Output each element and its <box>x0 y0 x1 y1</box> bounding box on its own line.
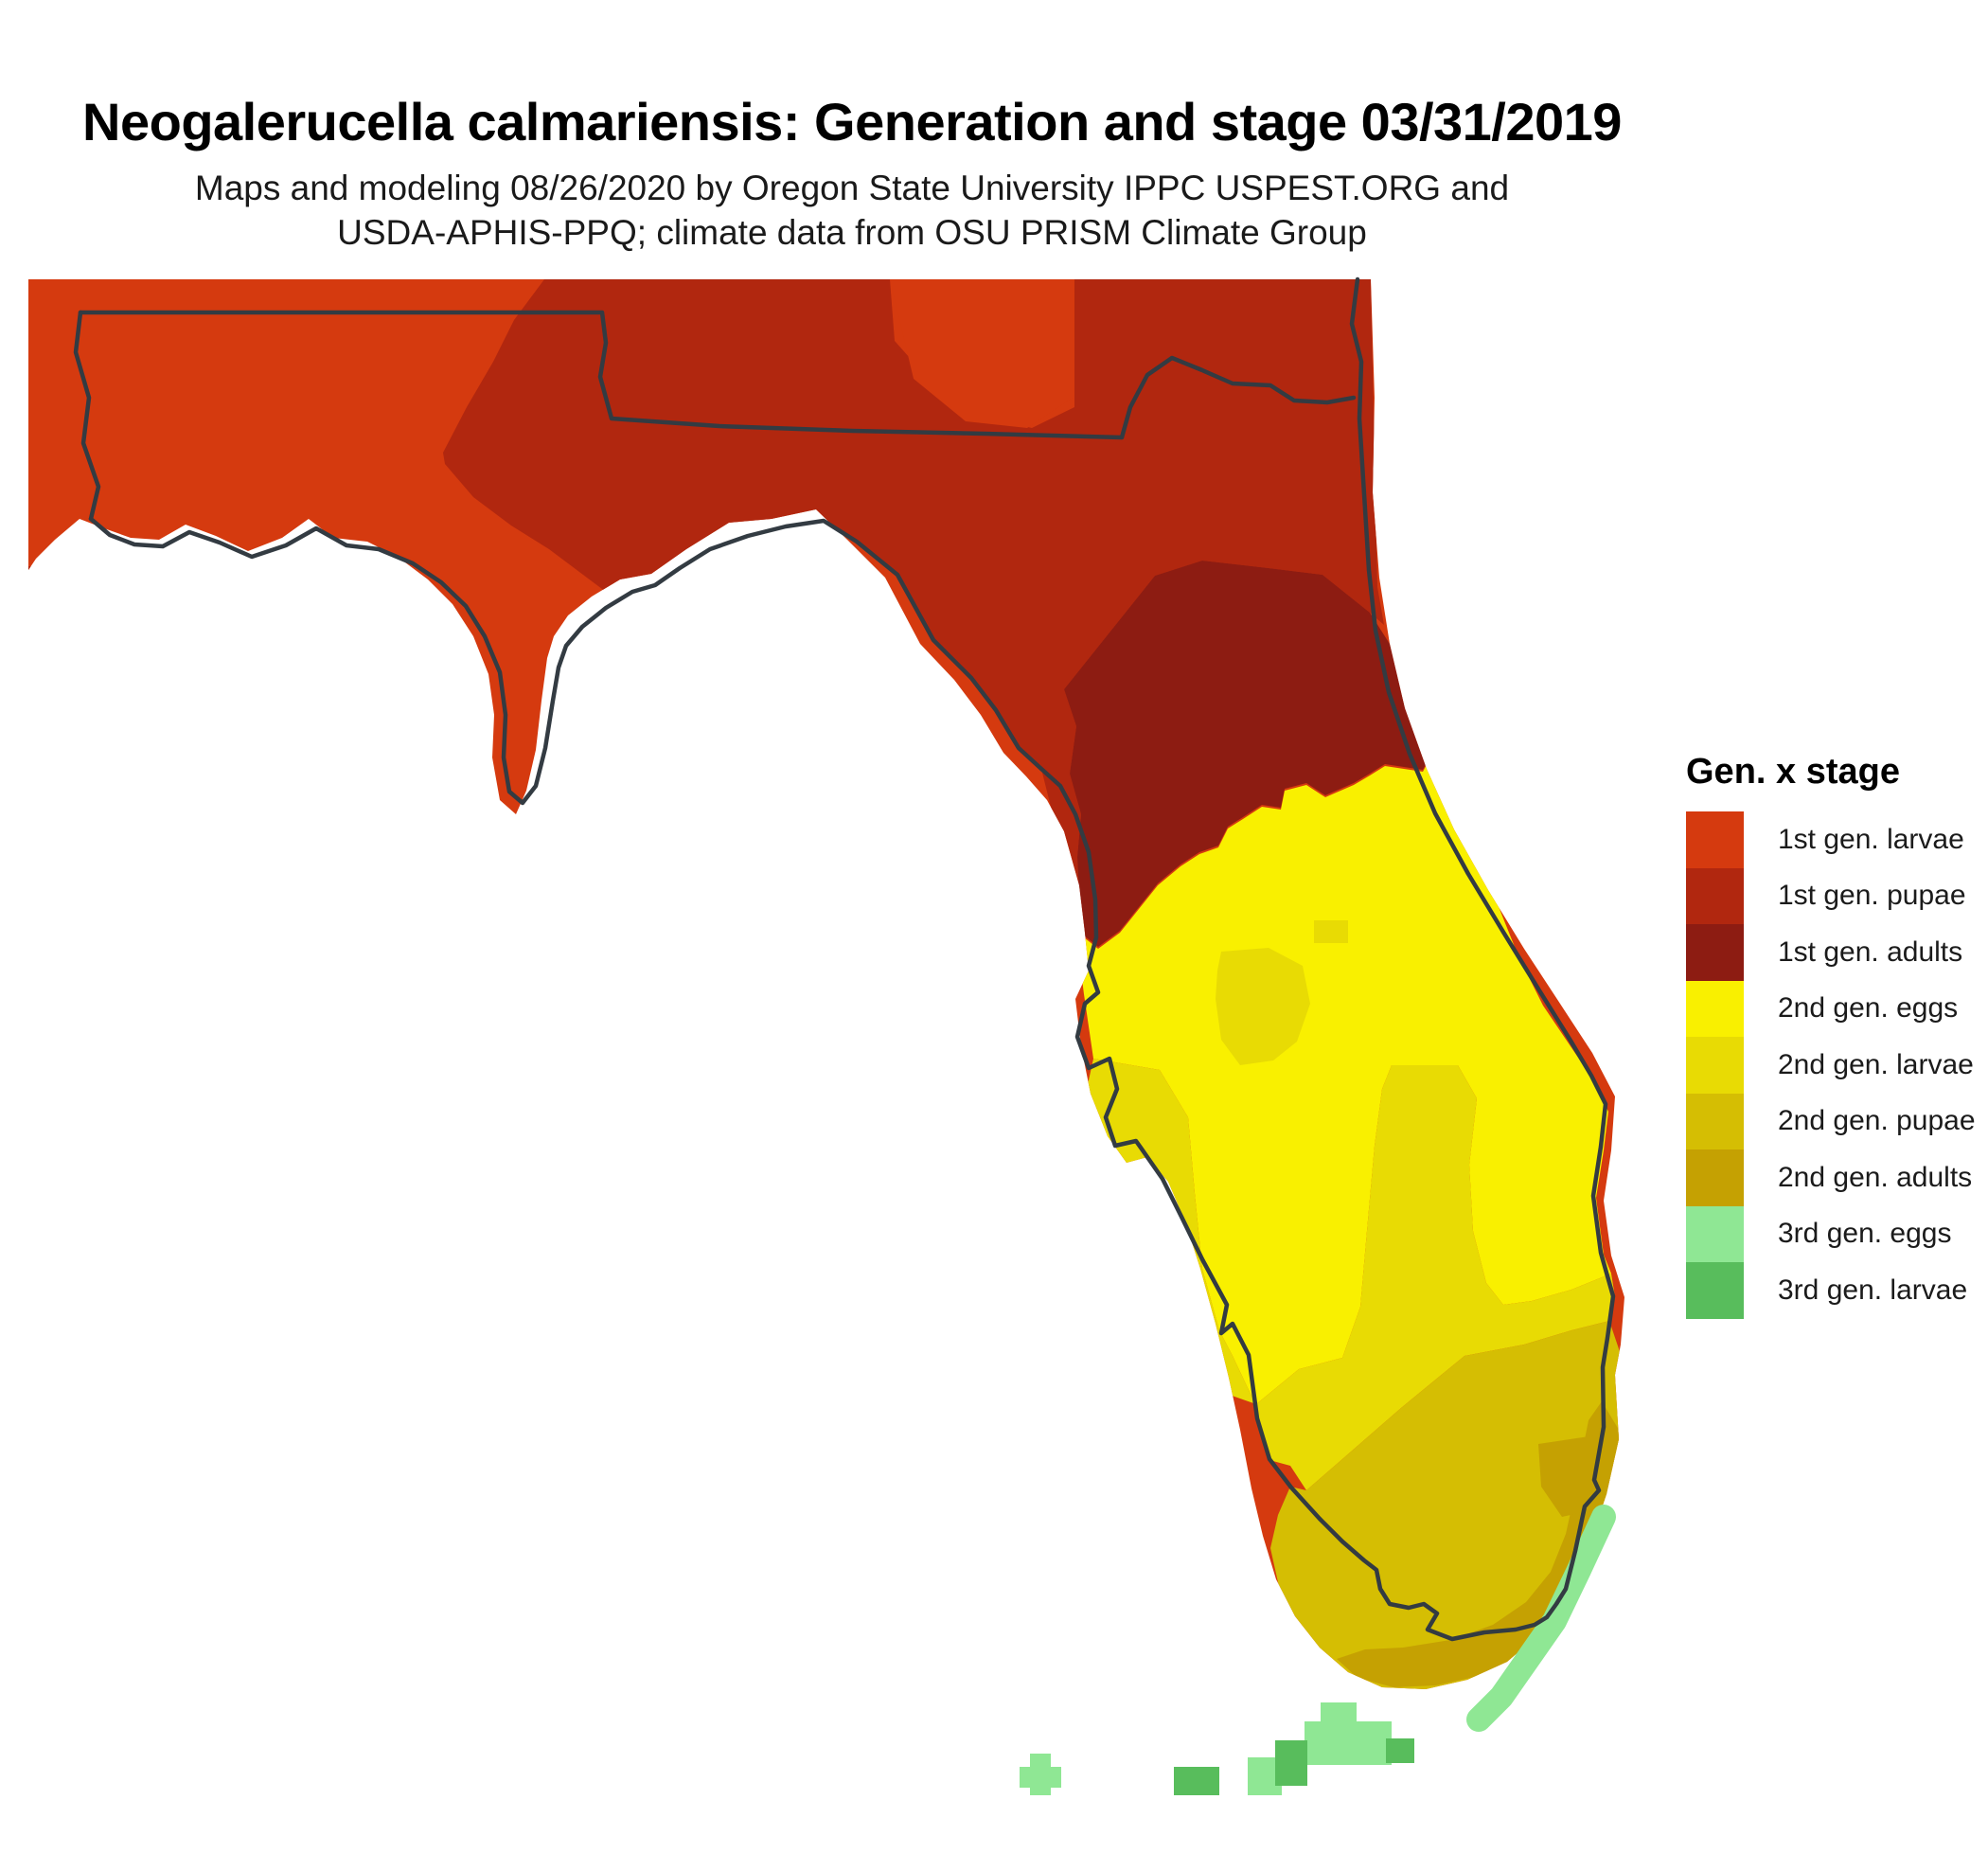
zone-1st-gen-adults <box>1064 561 1436 947</box>
legend-swatch-2nd-gen-adults <box>1686 1149 1744 1206</box>
legend-row: 1st gen. adults <box>1686 924 1970 981</box>
subtitle-line-2: USDA-APHIS-PPQ; climate data from OSU PR… <box>337 213 1367 253</box>
legend-row: 1st gen. pupae <box>1686 867 1970 924</box>
subtitle-line-1: Maps and modeling 08/26/2020 by Oregon S… <box>194 169 1510 207</box>
legend-row: 2nd gen. adults <box>1686 1149 1973 1206</box>
legend-row: 2nd gen. eggs <box>1686 980 1970 1037</box>
legend-label: 2nd gen. pupae <box>1778 1105 1976 1137</box>
keys-islet-3rd-gen-larvae <box>1386 1738 1414 1763</box>
legend-rows: 1st gen. larvae 1st gen. pupae 1st gen. … <box>1686 811 1976 1319</box>
keys-islet-3rd-gen-eggs <box>1020 1767 1061 1788</box>
map-header: Neogalerucella calmariensis: Generation … <box>0 91 1704 256</box>
legend: Gen. x stage 1st gen. larvae 1st gen. pu… <box>1686 752 1976 1319</box>
legend-row: 1st gen. larvae <box>1686 811 1970 868</box>
legend-label: 3rd gen. larvae <box>1778 1274 1968 1306</box>
florida-coastline <box>88 276 1616 1642</box>
state-border-north <box>78 310 1357 440</box>
legend-label: 2nd gen. adults <box>1778 1161 1973 1193</box>
zone-2nd-gen-larvae-main <box>1256 1065 1615 1490</box>
legend-swatch-2nd-gen-larvae <box>1686 1037 1744 1094</box>
state-border-west <box>73 310 101 522</box>
legend-swatch-3rd-gen-larvae <box>1686 1262 1744 1319</box>
legend-label: 1st gen. adults <box>1778 936 1963 968</box>
state-boundaries <box>73 276 1616 1642</box>
keys-upper-strip-3rd-gen-eggs <box>1466 1505 1616 1732</box>
map-subtitle: Maps and modeling 08/26/2020 by Oregon S… <box>0 166 1704 256</box>
legend-label: 1st gen. larvae <box>1778 823 1964 855</box>
legend-swatch-1st-gen-larvae <box>1686 811 1744 868</box>
legend-label: 2nd gen. eggs <box>1778 992 1959 1025</box>
legend-title: Gen. x stage <box>1686 752 1900 792</box>
legend-row: 3rd gen. larvae <box>1686 1262 1970 1319</box>
legend-swatch-2nd-gen-eggs <box>1686 980 1744 1037</box>
legend-swatch-2nd-gen-pupae <box>1686 1093 1744 1149</box>
zone-2nd-gen-larvae-patch-b <box>1314 920 1348 943</box>
keys-islet-3rd-gen-larvae <box>1174 1767 1219 1795</box>
legend-label: 1st gen. pupae <box>1778 880 1966 912</box>
raster-zones <box>28 279 1624 1689</box>
page-title: Neogalerucella calmariensis: Generation … <box>82 92 1622 151</box>
legend-swatch-1st-gen-adults <box>1686 924 1744 981</box>
legend-row: 2nd gen. pupae <box>1686 1093 1976 1149</box>
zone-2nd-gen-eggs <box>1079 747 1611 1404</box>
zone-1st-gen-larvae-georgia-patch <box>890 279 1074 428</box>
legend-label: 2nd gen. larvae <box>1778 1048 1974 1080</box>
legend-swatch-3rd-gen-eggs <box>1686 1205 1744 1262</box>
florida-keys <box>1020 1505 1616 1795</box>
zone-2nd-gen-larvae-patch-a <box>1216 948 1310 1065</box>
legend-swatch-1st-gen-pupae <box>1686 867 1744 924</box>
legend-row: 3rd gen. eggs <box>1686 1205 1970 1262</box>
keys-islet-3rd-gen-larvae <box>1275 1740 1307 1786</box>
zone-1st-gen-pupae <box>443 279 1384 909</box>
keys-islet-3rd-gen-eggs <box>1305 1721 1392 1765</box>
legend-row: 2nd gen. larvae <box>1686 1037 1974 1094</box>
legend-label: 3rd gen. eggs <box>1778 1218 1952 1250</box>
zone-1st-gen-pupae-west-patch <box>28 566 83 617</box>
